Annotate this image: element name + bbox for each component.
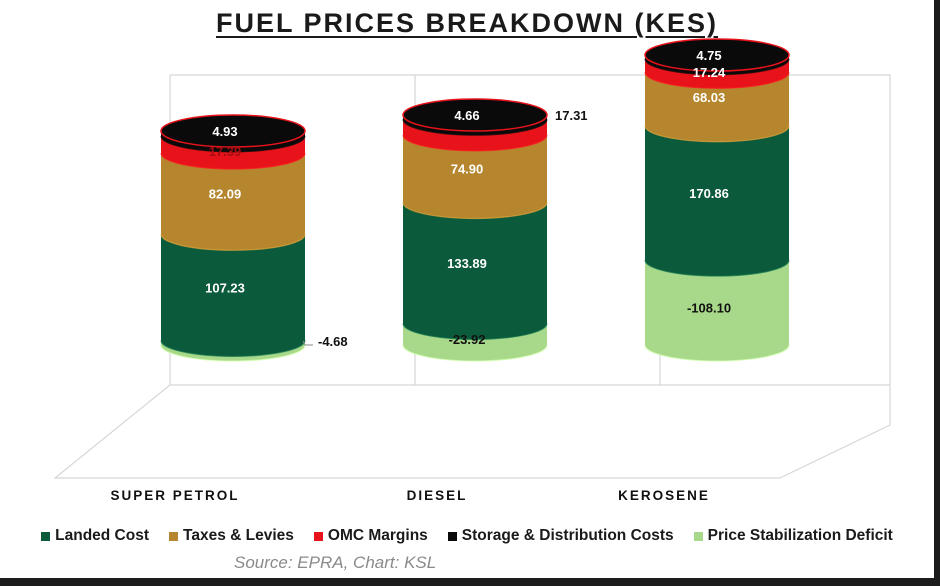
bar-segment-rim: [402, 119, 548, 136]
data-label-storage-distribution-costs-kerosene: 4.75: [696, 48, 721, 63]
chart-plot: -4.68 107.23 82.09 17.39 4.93 -23.92 133.89 74.…: [53, 38, 891, 503]
legend-item-price-stabilization-deficit: Price Stabilization Deficit: [693, 527, 893, 545]
cylinder-kerosene: -108.10 170.86 68.03 17.24 4.75: [644, 38, 790, 362]
cylinders-layer: -4.68 107.23 82.09 17.39 4.93 -23.92 133.89 74.…: [160, 38, 790, 362]
data-label-price-stabilization-deficit-diesel: -23.92: [449, 332, 486, 347]
category-label-kerosene: KEROSENE: [618, 488, 710, 503]
bar-segment-taxes-levies-diesel: [403, 134, 547, 219]
bar-segment-landed-cost-kerosene: [645, 125, 789, 277]
cylinder-top-cap: [402, 98, 548, 132]
bar-segment-rim: [160, 135, 306, 153]
bar-segment-rim: [160, 344, 306, 362]
bar-segment-rim: [402, 323, 548, 340]
category-labels: SUPER PETROL DIESEL KEROSENE: [110, 488, 710, 503]
chart-title: FUEL PRICES BREAKDOWN (KES): [215, 8, 719, 38]
bar-segment-rim: [160, 340, 306, 357]
data-label-landed-cost-kerosene: 170.86: [689, 186, 729, 201]
legend-swatch: [169, 531, 179, 541]
legend-item-omc-margins: OMC Margins: [313, 527, 428, 545]
legend-label: Landed Cost: [55, 527, 150, 544]
legend-item-storage-distribution-costs: Storage & Distribution Costs: [447, 527, 674, 545]
bar-segment-rim: [160, 152, 306, 170]
legend-label: Price Stabilization Deficit: [707, 527, 893, 544]
data-label-price-stabilization-deficit-super-petrol: -4.68: [318, 334, 348, 349]
data-label-taxes-levies-kerosene: 68.03: [693, 90, 726, 105]
bar-segment-rim: [644, 58, 790, 76]
cylinder-super-petrol: -4.68 107.23 82.09 17.39 4.93: [160, 114, 348, 362]
legend-label: Taxes & Levies: [183, 527, 294, 544]
bar-segment-rim: [402, 134, 548, 152]
bar-segment-taxes-levies-super-petrol: [161, 153, 305, 251]
data-label-taxes-levies-diesel: 74.90: [451, 162, 484, 177]
legend-swatch: [41, 531, 51, 541]
data-label-omc-margins-super-petrol: 17.39: [209, 144, 242, 159]
legend-label: Storage & Distribution Costs: [461, 527, 674, 544]
source-note: Source: EPRA, Chart: KSL: [234, 553, 437, 572]
legend-item-taxes-levies: Taxes & Levies: [169, 527, 294, 545]
data-label-price-stabilization-deficit-kerosene: -108.10: [687, 301, 731, 316]
bar-segment-rim: [644, 344, 790, 362]
bar-segment-landed-cost-diesel: [403, 202, 547, 340]
data-label-omc-margins-kerosene: 17.24: [693, 65, 726, 80]
data-label-omc-margins-diesel: 17.31: [555, 108, 588, 123]
cylinder-top-cap: [644, 38, 790, 72]
bar-segment-rim: [644, 125, 790, 143]
bar-segment-taxes-levies-kerosene: [645, 72, 789, 142]
legend-swatch: [313, 531, 323, 541]
data-label-landed-cost-super-petrol: 107.23: [205, 280, 245, 295]
data-label-landed-cost-diesel: 133.89: [447, 256, 487, 271]
leader-line: [302, 340, 313, 346]
cylinder-diesel: -23.92 133.89 74.90 17.31 4.66: [402, 98, 588, 362]
bar-segment-price-stabilization-deficit-kerosene: [645, 260, 789, 361]
bar-segment-rim: [644, 72, 790, 89]
legend-item-landed-cost: Landed Cost: [41, 527, 149, 545]
legend: Landed Cost Taxes & Levies OMC Margins Stor…: [0, 527, 934, 545]
category-label-super-petrol: SUPER PETROL: [110, 488, 239, 503]
bar-segment-rim: [402, 344, 548, 362]
category-label-diesel: DIESEL: [407, 488, 468, 503]
legend-swatch: [693, 531, 703, 541]
data-label-storage-distribution-costs-diesel: 4.66: [454, 108, 479, 123]
bar-segment-rim: [644, 259, 790, 277]
data-label-taxes-levies-super-petrol: 82.09: [209, 187, 242, 202]
bar-segment-landed-cost-super-petrol: [161, 234, 305, 357]
bar-segment-rim: [160, 234, 306, 251]
cylinder-top-cap: [160, 114, 306, 148]
bar-segment-rim: [402, 202, 548, 220]
legend-swatch: [447, 531, 457, 541]
data-label-storage-distribution-costs-super-petrol: 4.93: [212, 124, 237, 139]
legend-label: OMC Margins: [327, 527, 428, 544]
